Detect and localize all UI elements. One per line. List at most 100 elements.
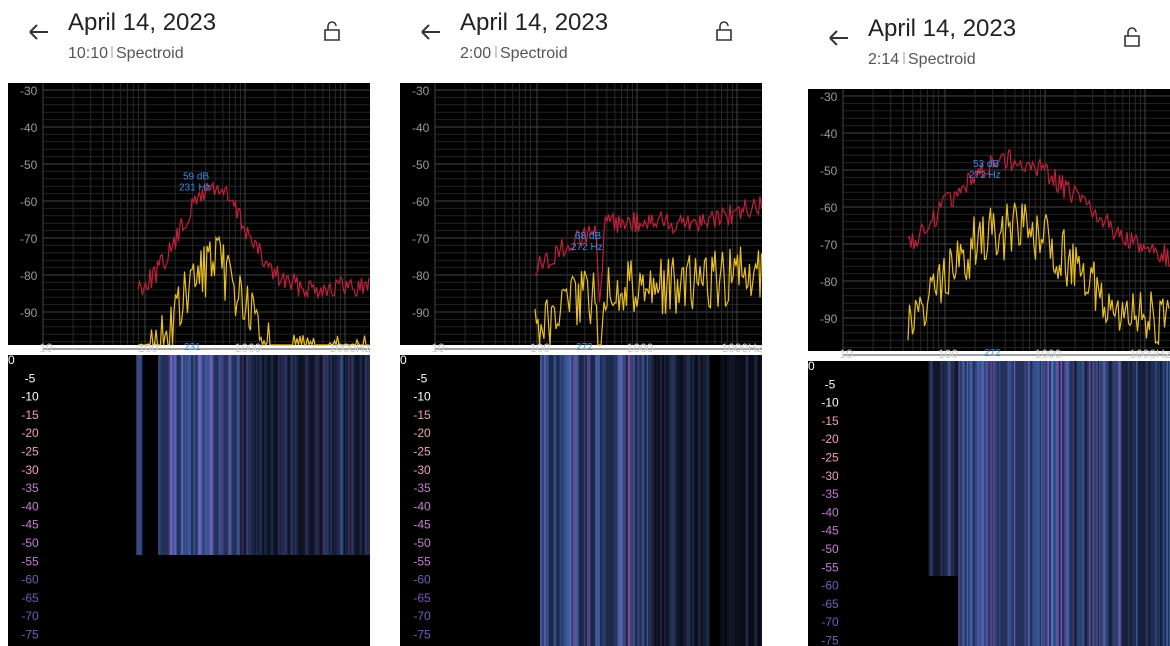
spectrogram-line bbox=[367, 355, 369, 555]
spectrogram-line bbox=[741, 355, 743, 646]
spectrogram-line bbox=[1166, 361, 1168, 646]
spectrogram-line bbox=[760, 355, 762, 646]
freq-tick-label: 100 bbox=[938, 347, 958, 361]
app-name: Spectroid bbox=[116, 45, 184, 62]
spectrum-curve bbox=[138, 235, 369, 348]
spectrogram-line bbox=[197, 355, 200, 555]
spectrogram-band bbox=[928, 361, 958, 576]
spectrogram-line bbox=[204, 355, 208, 555]
spectrogram-line bbox=[970, 361, 973, 646]
spectrogram-line bbox=[364, 355, 368, 555]
spectrogram-line bbox=[929, 361, 932, 576]
back-arrow[interactable] bbox=[421, 24, 440, 40]
spectrum-bg bbox=[8, 83, 370, 345]
db-tick-label: -60 bbox=[20, 195, 38, 209]
spectrogram-line bbox=[1114, 361, 1118, 646]
spectrogram-line bbox=[1128, 361, 1130, 646]
db-tick-label: -30 bbox=[412, 84, 430, 98]
scale-tick-label: -75 bbox=[821, 634, 839, 646]
spectrogram-line bbox=[745, 355, 747, 646]
spectrogram-line bbox=[620, 355, 624, 646]
spectrogram-line bbox=[1136, 361, 1138, 646]
spectrogram-band bbox=[238, 355, 370, 555]
scale-tick-label: -5 bbox=[25, 371, 36, 385]
scale-tick-label: -50 bbox=[21, 536, 39, 550]
spectrogram-line bbox=[1046, 361, 1048, 646]
lock-icon[interactable] bbox=[1124, 27, 1140, 47]
spectrogram-line bbox=[627, 355, 630, 646]
spectrogram-line bbox=[1066, 361, 1069, 646]
spectrogram-line bbox=[291, 355, 293, 555]
db-tick-label: -80 bbox=[20, 269, 38, 283]
spectrogram-line bbox=[193, 355, 195, 555]
spectrogram-line bbox=[221, 355, 224, 555]
spectrogram-line bbox=[1013, 361, 1016, 646]
spectrogram-line bbox=[1028, 361, 1030, 646]
spectrogram-line bbox=[184, 355, 187, 555]
spectrogram-line bbox=[306, 355, 310, 555]
spectrogram-line bbox=[947, 361, 949, 576]
spectrogram-line bbox=[1118, 361, 1122, 646]
spectrogram-line bbox=[345, 355, 348, 555]
scale-tick-label: -35 bbox=[821, 487, 839, 501]
spectrogram-line bbox=[619, 355, 622, 646]
spectrogram-line bbox=[1119, 361, 1122, 646]
spectrogram-line bbox=[1071, 361, 1073, 646]
spectrogram-line bbox=[174, 355, 176, 555]
spectrogram-line bbox=[171, 355, 173, 555]
freq-tick-label: 10 bbox=[39, 341, 53, 355]
spectrogram-line bbox=[198, 355, 201, 555]
spectrogram-line bbox=[545, 355, 548, 646]
spectrogram-line bbox=[1111, 361, 1114, 646]
spectrogram-line bbox=[975, 361, 977, 646]
spectrogram-line bbox=[616, 355, 620, 646]
spectrogram-line bbox=[341, 355, 343, 555]
back-arrow[interactable] bbox=[829, 30, 848, 46]
scale-tick-label: -45 bbox=[21, 518, 39, 532]
spectrogram-line bbox=[1118, 361, 1120, 646]
freq-tick-label: 10 bbox=[431, 341, 445, 355]
spectrogram-line bbox=[206, 355, 210, 555]
scale-tick-label: -20 bbox=[821, 432, 839, 446]
peak-db: 59 dB bbox=[183, 172, 209, 183]
spectrogram-line bbox=[1027, 361, 1029, 646]
spectrogram-line bbox=[670, 355, 672, 646]
spectrogram-line bbox=[984, 361, 986, 646]
spectrogram-line bbox=[553, 355, 557, 646]
lock-icon[interactable] bbox=[716, 21, 732, 41]
spectrogram-line bbox=[1045, 361, 1049, 646]
back-arrow[interactable] bbox=[29, 24, 48, 40]
spectrogram-line bbox=[642, 355, 645, 646]
spectrogram-line bbox=[986, 361, 988, 646]
scale-tick-label: -10 bbox=[21, 390, 39, 404]
spectrogram-line bbox=[569, 355, 571, 646]
spectrogram-line bbox=[1146, 361, 1149, 646]
spectrogram-line bbox=[264, 355, 267, 555]
spectrogram-line bbox=[595, 355, 598, 646]
spectrogram-line bbox=[351, 355, 355, 555]
spectrogram-line bbox=[1078, 361, 1081, 646]
spectrogram-line bbox=[1007, 361, 1010, 646]
scale-tick-label: 0 bbox=[400, 353, 407, 367]
db-tick-label: -40 bbox=[412, 121, 430, 135]
spectrogram-line bbox=[230, 355, 233, 555]
spectrogram-line bbox=[241, 355, 244, 555]
spectrogram-line bbox=[686, 355, 689, 646]
spectrogram-line bbox=[952, 361, 954, 576]
spectrogram-line bbox=[622, 355, 626, 646]
spectrogram-line bbox=[369, 355, 370, 555]
freq-tick-label: 1000 bbox=[627, 341, 654, 355]
spectrogram-line bbox=[1011, 361, 1013, 646]
spectrogram-line bbox=[563, 355, 565, 646]
spectrogram-line bbox=[289, 355, 292, 555]
spectrogram-line bbox=[228, 355, 232, 555]
spectrogram-line bbox=[587, 355, 589, 646]
lock-icon[interactable] bbox=[324, 21, 340, 41]
scale-tick-label: -40 bbox=[21, 499, 39, 513]
spectrogram-line bbox=[971, 361, 973, 646]
spectrogram-line bbox=[570, 355, 573, 646]
spectrogram-line bbox=[1113, 361, 1115, 646]
freq-tick-label: 1000Hz bbox=[329, 341, 370, 355]
peak-db: 53 dB bbox=[973, 159, 999, 170]
